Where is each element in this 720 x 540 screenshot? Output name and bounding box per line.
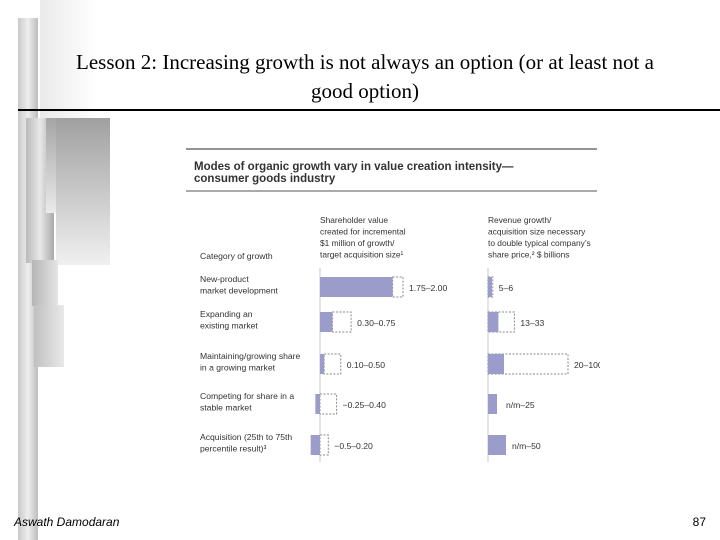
shareholder-value-label: −0.25–0.40 — [343, 400, 386, 410]
shareholder-value-label: 0.10–0.50 — [347, 360, 385, 370]
panel-header-shareholder-value: target acquisition size¹ — [320, 250, 404, 260]
revenue-min-bar — [488, 312, 499, 332]
revenue-value-label: 13–33 — [520, 318, 544, 328]
category-label: stable market — [200, 403, 252, 413]
title-divider — [18, 109, 720, 111]
panel-header-revenue-growth: to double typical company’s — [488, 238, 591, 248]
decor-gradient-top — [40, 0, 98, 120]
revenue-min-bar — [488, 277, 492, 297]
page-number: 87 — [692, 515, 706, 529]
revenue-value-label: 20–100 — [574, 360, 600, 370]
shareholder-range-bar — [392, 276, 404, 298]
decor-gradient-block — [34, 305, 64, 367]
shareholder-value-label: 0.30–0.75 — [357, 318, 395, 328]
panel-header-revenue-growth: share price,² $ billions — [488, 250, 569, 260]
shareholder-min-bar — [310, 435, 320, 455]
panel-header-revenue-growth: acquisition size necessary — [488, 227, 586, 237]
decor-gradient-block — [56, 118, 110, 265]
row-header: Category of growth — [200, 251, 273, 261]
panel-header-shareholder-value: Shareholder value — [320, 215, 388, 225]
shareholder-range-bar — [319, 393, 338, 415]
revenue-value-label: n/m–25 — [506, 400, 535, 410]
revenue-min-bar — [488, 435, 506, 455]
shareholder-range-bar — [323, 353, 342, 375]
category-label: Acquisition (25th to 75th — [200, 432, 292, 442]
revenue-value-label: n/m–50 — [512, 441, 541, 451]
shareholder-min-bar — [320, 354, 325, 374]
shareholder-min-bar — [315, 394, 320, 414]
panel-header-shareholder-value: $1 million of growth/ — [320, 238, 395, 248]
shareholder-min-bar — [320, 277, 393, 297]
shareholder-value-label: 1.75–2.00 — [409, 283, 447, 293]
shareholder-range-bar — [319, 434, 329, 456]
shareholder-min-bar — [320, 312, 333, 332]
category-label: percentile result)³ — [200, 444, 267, 454]
panel-header-revenue-growth: Revenue growth/ — [488, 215, 552, 225]
category-label: Expanding an — [200, 309, 253, 319]
chart-title: consumer goods industry — [194, 173, 336, 185]
exhibit-chart: Modes of organic growth vary in value cr… — [186, 148, 600, 462]
shareholder-value-label: −0.5–0.20 — [334, 441, 373, 451]
category-label: market development — [200, 286, 278, 296]
category-label: New-product — [200, 274, 249, 284]
shareholder-range-bar — [331, 311, 352, 333]
revenue-value-label: 5–6 — [499, 283, 514, 293]
category-label: Maintaining/growing share — [200, 351, 301, 361]
slide-title: Lesson 2: Increasing growth is not alway… — [76, 50, 654, 103]
revenue-min-bar — [488, 394, 497, 414]
revenue-min-bar — [488, 354, 504, 374]
footer-author: Aswath Damodaran — [14, 515, 120, 529]
chart-title: Modes of organic growth vary in value cr… — [194, 161, 514, 173]
category-label: Competing for share in a — [200, 391, 294, 401]
panel-header-shareholder-value: created for incremental — [320, 227, 406, 237]
decor-gradient-block — [32, 260, 58, 306]
category-label: existing market — [200, 321, 258, 331]
category-label: in a growing market — [200, 363, 276, 373]
